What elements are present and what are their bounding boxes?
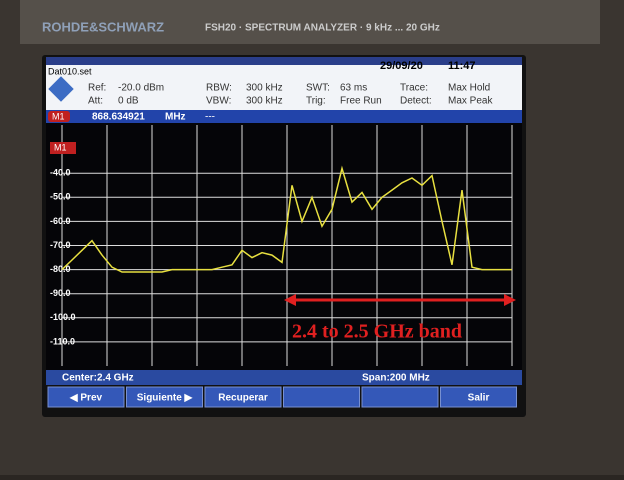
arrow-head-right: [504, 294, 516, 306]
softkey: [47, 386, 125, 408]
marker-level-badge: [50, 142, 76, 154]
marker-unit: MHz: [165, 112, 186, 123]
marker-level: ---: [205, 112, 215, 123]
brand: ROHDE&SCHWARZ: [42, 19, 164, 34]
softkey: [283, 386, 360, 408]
setting-value: -20.0 dBm: [118, 83, 164, 94]
y-tick-label: -40.0: [50, 168, 71, 178]
device-top: [20, 0, 600, 44]
status-bar: [46, 370, 522, 385]
arrow-head-left: [284, 294, 296, 306]
model: FSH20 · SPECTRUM ANALYZER · 9 kHz ... 20…: [205, 23, 440, 34]
setting-value: 300 kHz: [246, 83, 283, 94]
setting-label: Ref:: [88, 83, 106, 94]
y-tick-label: -110.0: [50, 336, 75, 346]
setting-label: Trig:: [306, 96, 326, 107]
header: [46, 63, 522, 113]
logo: [48, 76, 74, 102]
setting-value: Max Peak: [448, 96, 493, 107]
file: Dat010.set: [48, 66, 92, 76]
setting-value: Max Hold: [448, 83, 490, 94]
center: Center:2.4 GHz: [62, 373, 134, 384]
setting-value: 300 kHz: [246, 96, 283, 107]
setting-label: Trace:: [400, 83, 428, 94]
setting-label: Att:: [88, 96, 103, 107]
setting-label: RBW:: [206, 83, 232, 94]
y-tick-label: -90.0: [50, 288, 71, 298]
y-tick-label: -50.0: [50, 192, 71, 202]
date: 29/09/20: [380, 60, 423, 72]
annotation: 2.4 to 2.5 GHz band: [292, 321, 462, 343]
y-tick-label: -80.0: [50, 264, 71, 274]
softkey-label[interactable]: Recuperar: [218, 393, 268, 404]
marker-level-name: M1: [54, 142, 67, 152]
time: 11:47: [448, 60, 476, 72]
span: Span:200 MHz: [362, 373, 430, 384]
softkey: [361, 386, 439, 408]
header-bar: [46, 57, 522, 65]
softkey-label[interactable]: ◀ Prev: [69, 393, 103, 404]
trace: [61, 165, 512, 273]
softkey: [440, 386, 517, 408]
setting-label: Detect:: [400, 96, 432, 107]
marker-badge: [48, 111, 70, 122]
setting-value: 0 dB: [118, 96, 139, 107]
setting-value: 63 ms: [340, 83, 367, 94]
setting-value: Free Run: [340, 96, 382, 107]
softkey: [204, 386, 282, 408]
marker-bar: [46, 110, 522, 123]
softkey-label[interactable]: Siguiente ▶: [137, 393, 194, 404]
marker-frequency: 868.634921: [92, 112, 145, 123]
y-tick-label: -60.0: [50, 216, 71, 226]
y-tick-label: -100.0: [50, 312, 76, 322]
softkey-label[interactable]: Salir: [468, 393, 490, 404]
marker-name: M1: [52, 111, 65, 121]
softkey: [126, 386, 203, 408]
setting-label: SWT:: [306, 83, 330, 94]
setting-label: VBW:: [206, 96, 231, 107]
y-tick-label: -70.0: [50, 240, 71, 250]
